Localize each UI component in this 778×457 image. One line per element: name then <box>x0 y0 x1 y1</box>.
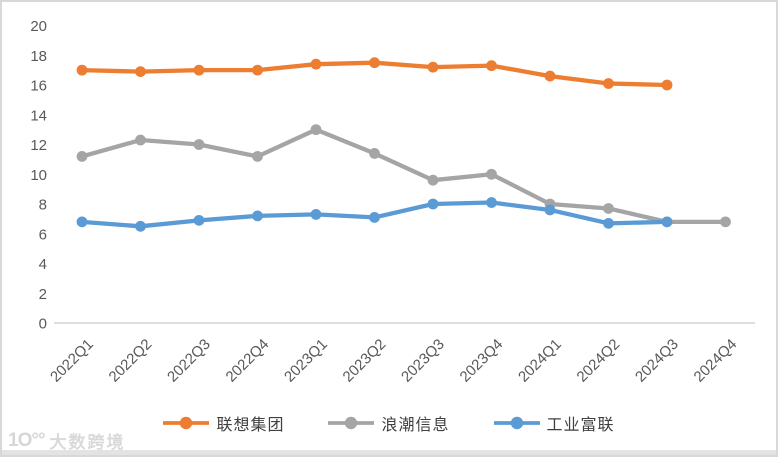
series-marker-1 <box>369 148 380 159</box>
series-marker-2 <box>369 211 380 223</box>
series-marker-2 <box>76 216 88 228</box>
series-marker-2 <box>661 216 673 228</box>
series-marker-2 <box>193 214 205 226</box>
series-marker-0 <box>76 64 88 76</box>
y-tick-label: 8 <box>39 197 47 214</box>
y-tick-label: 16 <box>30 78 47 95</box>
y-tick-label: 20 <box>30 18 47 35</box>
series-marker-2 <box>310 209 322 220</box>
series-marker-1 <box>486 168 497 180</box>
series-marker-2 <box>252 210 263 222</box>
series-marker-0 <box>661 79 673 91</box>
series-marker-1 <box>310 124 322 136</box>
x-tick-label: 2022Q1 <box>47 336 97 386</box>
series-marker-1 <box>603 203 614 214</box>
x-tick-label: 2023Q3 <box>398 336 448 386</box>
series-marker-2 <box>544 204 556 216</box>
watermark: 1O°° 大数跨境 <box>8 428 126 453</box>
watermark-text: 大数跨境 <box>49 433 126 452</box>
legend-label: 工业富联 <box>546 417 615 434</box>
legend-swatch-icon <box>163 416 210 430</box>
y-tick-label: 10 <box>30 167 47 184</box>
series-marker-1 <box>720 216 731 228</box>
x-tick-label: 2022Q2 <box>106 336 156 386</box>
series-marker-1 <box>427 174 439 186</box>
legend-label: 联想集团 <box>216 417 285 434</box>
legend-item-1: 浪潮信息 <box>328 411 449 435</box>
x-tick-label: 2023Q2 <box>340 336 390 386</box>
y-tick-label: 14 <box>30 107 47 124</box>
series-marker-0 <box>135 66 146 78</box>
window-bottom-edge <box>2 450 776 455</box>
series-marker-2 <box>427 198 439 210</box>
y-tick-label: 6 <box>39 226 47 243</box>
x-tick-label: 2022Q3 <box>164 336 214 386</box>
watermark-logo-icon: 1O°° <box>8 429 46 451</box>
series-marker-0 <box>193 64 205 76</box>
series-marker-2 <box>486 197 497 208</box>
series-marker-0 <box>369 57 380 69</box>
series-line-1 <box>79 127 728 224</box>
legend-item-0: 联想集团 <box>163 411 284 435</box>
y-tick-label: 0 <box>39 316 47 333</box>
y-tick-label: 4 <box>39 256 47 273</box>
chart-legend: 联想集团 浪潮信息 工业富联 <box>2 411 776 435</box>
x-tick-label: 2024Q2 <box>574 336 624 386</box>
y-tick-label: 12 <box>30 137 47 154</box>
x-tick-label: 2024Q1 <box>515 336 565 386</box>
x-tick-label: 2022Q4 <box>223 336 273 386</box>
x-tick-label: 2023Q1 <box>281 336 331 386</box>
series-marker-2 <box>135 220 146 232</box>
series-marker-1 <box>76 151 88 162</box>
y-tick-label: 2 <box>39 286 47 303</box>
line-chart-canvas: 0 2 4 6 8 10 12 14 16 18 20 2022Q1 2022Q2 2022Q3 2022Q… <box>30 18 755 386</box>
series-marker-1 <box>135 134 146 146</box>
legend-label: 浪潮信息 <box>381 417 450 434</box>
series-marker-1 <box>252 151 263 162</box>
series-marker-1 <box>193 139 205 150</box>
legend-swatch-icon <box>328 416 375 430</box>
legend-item-2: 工业富联 <box>493 411 615 435</box>
legend-swatch-icon <box>493 416 540 430</box>
series-marker-2 <box>603 217 614 229</box>
y-tick-label: 18 <box>30 48 47 65</box>
x-tick-label: 2024Q3 <box>632 336 682 386</box>
series-marker-0 <box>310 58 322 70</box>
series-marker-0 <box>544 70 556 82</box>
x-tick-label: 2024Q4 <box>691 336 741 386</box>
x-tick-label: 2023Q4 <box>457 336 507 386</box>
series-marker-0 <box>427 61 439 73</box>
series-marker-0 <box>252 64 263 76</box>
series-marker-0 <box>603 78 614 89</box>
series-marker-0 <box>486 60 497 72</box>
